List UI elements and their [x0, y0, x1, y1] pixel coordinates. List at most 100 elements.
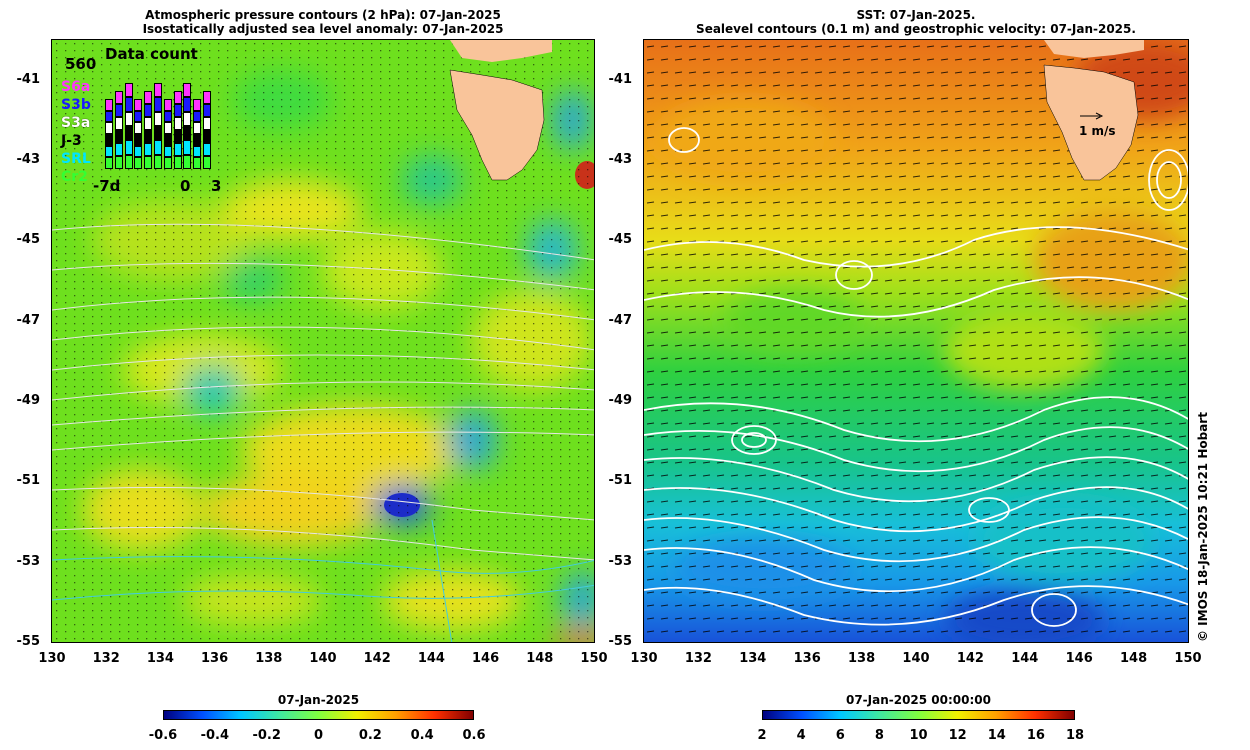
- x-tick-label: 134: [739, 651, 767, 666]
- mission-label: Cr2: [61, 169, 88, 185]
- x-tick-label: 148: [1120, 651, 1148, 666]
- x-tick-label: 136: [793, 651, 821, 666]
- y-tick-label: -55: [16, 634, 41, 649]
- count-bar-segment: [134, 133, 143, 146]
- count-bar-segment: [124, 126, 133, 141]
- colorbar-tick-label: 6: [835, 728, 845, 743]
- colorbar-tick-label: 12: [948, 728, 967, 743]
- data-count-title: Data count: [105, 45, 198, 63]
- x-tick-label: 132: [684, 651, 712, 666]
- count-bar-segment: [144, 91, 153, 104]
- mission-label: S3b: [61, 97, 91, 113]
- count-bar-segment: [203, 143, 211, 156]
- count-bar-segment: [105, 110, 113, 123]
- colorbar-tick-label: 14: [987, 728, 1006, 743]
- count-bar: [154, 83, 162, 169]
- sst-map: [644, 40, 1188, 642]
- count-bar-segment: [124, 83, 133, 98]
- left-map-panel[interactable]: Data count 560 S6a S3b S3a J-3 SRL Cr2 -7d 0 …: [51, 39, 595, 643]
- count-bar: [105, 98, 113, 169]
- colorbar-tick-label: -0.4: [200, 728, 230, 743]
- count-bar-segment: [193, 98, 202, 111]
- count-bar-segment: [114, 117, 123, 130]
- count-bar-segment: [193, 145, 202, 158]
- x-tick-label: 132: [92, 651, 120, 666]
- colorbar-tick-label: 0.2: [358, 728, 382, 743]
- count-bar-segment: [183, 83, 192, 98]
- count-bar-segment: [124, 154, 133, 169]
- count-bar-segment: [163, 98, 172, 111]
- y-tick-label: -51: [608, 473, 633, 488]
- left-colorbar: [163, 710, 474, 720]
- left-title-line1: Atmospheric pressure contours (2 hPa): 0…: [145, 8, 501, 22]
- right-map-panel[interactable]: 1 m/s: [643, 39, 1189, 643]
- y-tick-label: -49: [16, 393, 41, 408]
- y-tick-label: -53: [608, 554, 633, 569]
- sea-level-anomaly-map: [52, 40, 594, 642]
- right-colorbar-label: 07-Jan-2025 00:00:00: [845, 693, 992, 707]
- count-bar: [163, 98, 172, 169]
- count-bar-segment: [193, 133, 202, 146]
- count-bar-segment: [183, 126, 192, 141]
- count-bar-segment: [124, 97, 133, 112]
- count-bar-segment: [114, 143, 123, 156]
- x-tick-label: 138: [255, 651, 283, 666]
- count-bar-segment: [203, 104, 211, 117]
- y-tick-label: -41: [16, 72, 41, 87]
- count-bar-segment: [163, 145, 172, 158]
- count-bar-segment: [105, 122, 113, 134]
- left-title-line2: Isostatically adjusted sea level anomaly…: [142, 22, 504, 36]
- colorbar-tick-label: 0.6: [462, 728, 486, 743]
- count-bar-segment: [105, 145, 113, 158]
- colorbar-tick-label: 10: [909, 728, 928, 743]
- data-count-max: 560: [65, 55, 97, 73]
- x-tick-label: 140: [309, 651, 337, 666]
- count-bar-segment: [105, 98, 113, 111]
- count-bar-segment: [193, 157, 202, 169]
- mission-label: S3a: [61, 115, 91, 131]
- count-bar-segment: [173, 130, 182, 143]
- count-bar-segment: [173, 117, 182, 130]
- y-tick-label: -51: [16, 473, 41, 488]
- colorbar-tick-label: 4: [796, 728, 806, 743]
- count-bar-segment: [193, 122, 202, 134]
- colorbar-tick-label: 8: [874, 728, 884, 743]
- count-bar-segment: [183, 97, 192, 112]
- count-bar-segment: [154, 83, 162, 98]
- right-title: SST: 07-Jan-2025. Sealevel contours (0.1…: [644, 8, 1188, 36]
- y-tick-label: -41: [608, 72, 633, 87]
- right-title-line1: SST: 07-Jan-2025.: [856, 8, 976, 22]
- count-bar-segment: [124, 140, 133, 155]
- count-bar: [144, 91, 153, 169]
- y-tick-label: -53: [16, 554, 41, 569]
- colorbar-tick-label: 18: [1065, 728, 1085, 743]
- y-tick-label: -45: [608, 232, 633, 247]
- colorbar-tick-label: -0.2: [252, 728, 281, 743]
- count-bar: [124, 83, 133, 169]
- x-tick-label: 146: [472, 651, 500, 666]
- x-tick-label: 130: [38, 651, 66, 666]
- mission-label: S6a: [61, 79, 91, 95]
- count-bar-segment: [105, 157, 113, 169]
- colorbar-tick-label: 0: [313, 728, 324, 743]
- count-bar-segment: [114, 104, 123, 117]
- count-bar-segment: [114, 91, 123, 104]
- count-bar-segment: [203, 130, 211, 143]
- count-bars: [105, 71, 213, 169]
- x-tick-label: 144: [1011, 651, 1039, 666]
- x-tick-label: 142: [956, 651, 984, 666]
- mission-label: J-3: [61, 133, 82, 149]
- count-axis-label-end: 3: [211, 177, 222, 195]
- x-tick-label: 144: [417, 651, 445, 666]
- mission-label: SRL: [61, 151, 91, 167]
- left-colorbar-label: 07-Jan-2025: [277, 693, 360, 707]
- count-bar-segment: [114, 156, 123, 169]
- count-bar-segment: [193, 110, 202, 123]
- x-tick-label: 150: [1174, 651, 1202, 666]
- count-bar: [173, 91, 182, 169]
- x-tick-label: 142: [363, 651, 391, 666]
- x-tick-label: 140: [902, 651, 930, 666]
- count-bar-segment: [173, 104, 182, 117]
- count-axis-label-start: -7d: [93, 177, 121, 195]
- count-bar-segment: [134, 98, 143, 111]
